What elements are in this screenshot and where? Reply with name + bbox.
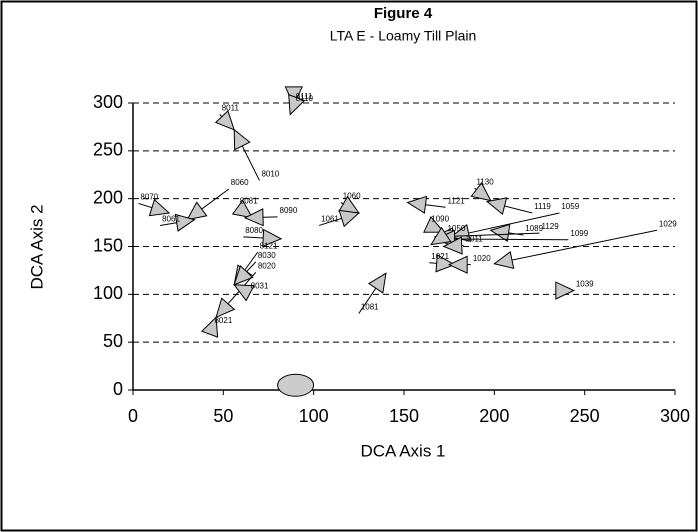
arrow-head [233,128,251,151]
y-tick-label: 150 [93,235,123,255]
y-tick-label: 50 [103,331,123,351]
point-label: 8011 [222,104,240,113]
chart-title: Figure 4 [374,5,433,22]
x-tick-label: 50 [213,406,233,426]
arrow-head [470,182,492,202]
arrow-head [442,236,463,255]
arrow-head [555,281,576,300]
arrow-head [447,255,468,274]
point-label: 8081 [240,196,258,205]
arrow-line [494,229,658,265]
point-label: 1060 [343,192,361,201]
point-label: 8090 [280,206,298,215]
x-axis-label: DCA Axis 1 [360,441,445,460]
point-label: 1121 [448,196,466,205]
y-tick-label: 100 [93,283,123,303]
arrow-head [215,297,236,319]
point-label: 1081 [361,303,379,312]
point-label: 8020 [258,261,276,270]
x-tick-label: 0 [128,406,138,426]
arrow-head [338,209,360,228]
arrow-head [493,250,515,269]
point-label: 8021 [214,316,232,325]
arrow-head [233,265,254,286]
arrow-head [406,195,428,214]
arrow-head [200,316,219,338]
y-axis-label: DCA Axis 2 [27,204,46,289]
x-tick-label: 250 [570,406,600,426]
arrow-head [489,223,511,243]
arrow-head [423,216,445,233]
point-label: 8110 [296,94,314,103]
arrow-head [288,93,306,116]
point-label: 1089 [525,224,543,233]
x-tick-label: 150 [389,406,419,426]
arrow-head [430,226,452,246]
arrow-head [186,201,208,221]
arrow-head [243,208,264,227]
arrow-head [435,254,456,273]
point-label: 1119 [534,202,551,211]
point-label: 8061 [162,215,180,224]
arrow-head [233,284,255,302]
arrow-head [262,228,283,248]
y-tick-label: 0 [113,379,123,399]
point-label: 8031 [251,282,269,291]
point-label: 8080 [245,226,263,235]
x-tick-label: 200 [479,406,509,426]
point-label: 8111 [296,92,313,101]
arrow-head [231,199,254,219]
point-label: 1130 [476,177,494,186]
point-label: 1059 [561,202,579,211]
y-tick-label: 300 [93,92,123,112]
chart-subtitle: LTA E - Loamy Till Plain [330,28,477,44]
point-label: 8030 [258,251,276,260]
arrow-line [450,212,560,238]
point-label: 1099 [570,229,588,238]
y-tick-label: 200 [93,187,123,207]
point-label: 8121 [260,241,278,250]
arrow-head [174,213,196,232]
y-tick-label: 250 [93,140,123,160]
arrow-head [367,272,387,294]
point-label: 1050 [448,224,466,233]
x-tick-label: 300 [660,406,690,426]
point-label: 8010 [261,170,279,179]
point-label: 1011 [466,235,484,244]
point-label: 1021 [431,252,449,261]
ellipse-point [277,373,315,397]
arrow-head [214,110,235,131]
point-label: 1039 [576,280,594,289]
arrow-head [148,198,171,217]
point-label: 1061 [321,215,339,224]
point-label: 8070 [140,193,158,202]
x-tick-label: 100 [299,406,329,426]
point-label: 1020 [473,254,491,263]
point-label: 1029 [659,219,677,228]
point-label: 1129 [542,222,560,231]
point-label: 1090 [431,215,449,224]
point-label: 8060 [231,178,249,187]
arrow-head [485,197,508,215]
